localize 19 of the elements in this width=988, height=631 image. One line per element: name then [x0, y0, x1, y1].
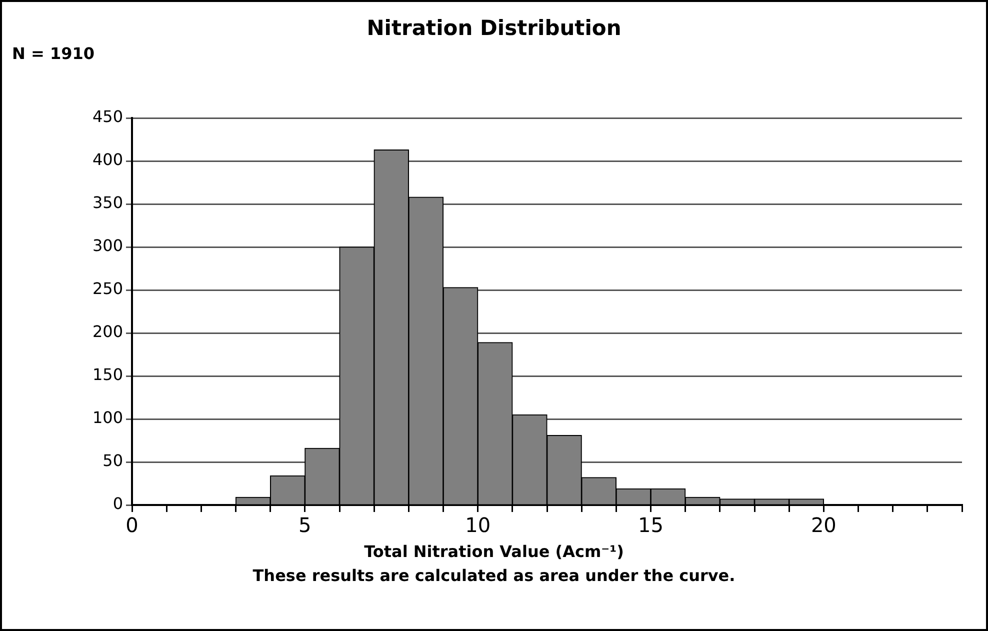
y-tick-label: 250 [92, 279, 123, 298]
x-tick-label: 0 [126, 513, 138, 538]
y-tick-label: 350 [92, 193, 123, 212]
y-tick-label: 50 [102, 451, 123, 470]
y-tick-label: 300 [92, 236, 123, 256]
y-tick-label: 450 [92, 107, 123, 126]
text: N = 1910 [12, 44, 94, 63]
y-tick-label: 150 [92, 365, 123, 384]
y-tick-label: 100 [92, 408, 123, 428]
chart-title: Nitration Distribution [366, 16, 622, 40]
x-tick-label: 10 [465, 513, 491, 538]
x-axis-title: Total Nitration Value (Acm⁻¹) [363, 542, 625, 561]
y-tick-label: 0 [112, 494, 123, 514]
y-tick-label: 200 [92, 322, 123, 342]
x-tick-label: 20 [810, 513, 836, 538]
y-tick-label: 400 [92, 150, 123, 170]
x-tick-label: 15 [638, 513, 664, 538]
text: These results are calculated as area under the curve. [252, 566, 736, 585]
x-tick-label: 5 [298, 513, 312, 538]
